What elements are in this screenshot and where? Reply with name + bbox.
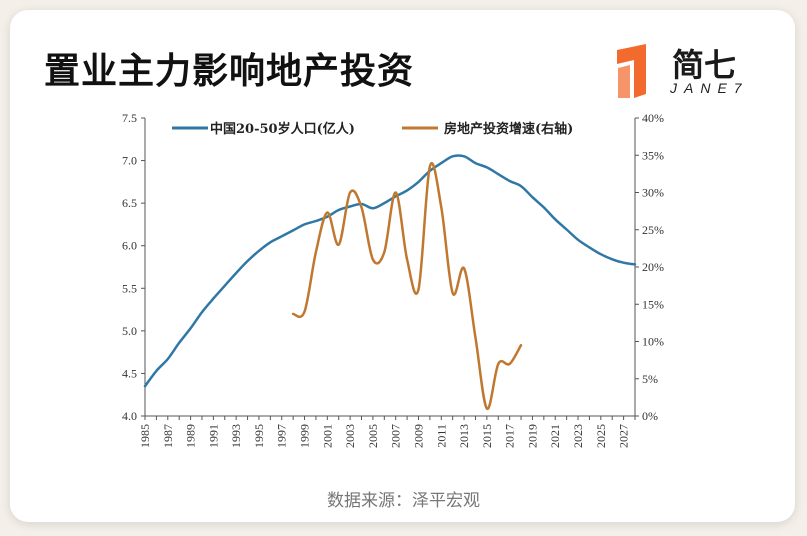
x-tick-label: 2001 <box>320 424 334 448</box>
y-right-tick-label: 15% <box>642 297 664 311</box>
y-left-tick-label: 5.5 <box>122 281 137 295</box>
x-tick-label: 1991 <box>206 424 220 448</box>
y-right-tick-label: 25% <box>642 223 664 237</box>
y-right-tick-label: 20% <box>642 260 664 274</box>
y-left-tick-label: 5.0 <box>122 324 137 338</box>
y-left-tick-label: 4.0 <box>122 409 137 423</box>
investment-series-line <box>293 163 521 409</box>
y-right-tick-label: 35% <box>642 148 664 162</box>
x-tick-label: 1987 <box>161 424 175 448</box>
x-tick-label: 1989 <box>184 424 198 448</box>
x-tick-label: 2011 <box>434 424 448 448</box>
y-left-tick-label: 7.5 <box>122 111 137 125</box>
y-left-tick-label: 4.5 <box>122 366 137 380</box>
population-series-line <box>145 155 635 386</box>
y-left-tick-label: 7.0 <box>122 154 137 168</box>
x-tick-label: 2023 <box>571 424 585 448</box>
chart-legend: 中国20-50岁人口(亿人) 房地产投资增速(右轴) <box>172 121 573 137</box>
chart-axes: 4.0 4.5 5.0 5.5 6.0 6.5 7.0 7.5 0% 5% 10% 15% 20% 25%… <box>122 111 664 448</box>
chart-series <box>145 155 635 408</box>
data-source-note: 数据来源：泽平宏观 <box>0 486 807 511</box>
x-tick-label: 1995 <box>252 424 266 448</box>
x-tick-label: 2019 <box>525 424 539 448</box>
x-tick-label: 2009 <box>411 424 425 448</box>
x-tick-label: 1999 <box>298 424 312 448</box>
x-tick-label: 2005 <box>366 424 380 448</box>
x-tick-label: 2025 <box>594 424 608 448</box>
x-tick-label: 2015 <box>480 424 494 448</box>
x-tick-label: 2021 <box>548 424 562 448</box>
y-right-tick-label: 10% <box>642 335 664 349</box>
x-tick-label: 2007 <box>389 424 403 448</box>
x-tick-label: 1997 <box>275 424 289 448</box>
y-left-tick-label: 6.0 <box>122 239 137 253</box>
legend-label-investment: 房地产投资增速(右轴) <box>444 121 573 137</box>
y-right-tick-label: 40% <box>642 111 664 125</box>
x-tick-label: 2003 <box>343 424 357 448</box>
x-tick-label: 2017 <box>503 424 517 448</box>
legend-label-population: 中国20-50岁人口(亿人) <box>210 121 355 137</box>
y-right-tick-label: 0% <box>642 409 658 423</box>
x-tick-label: 2027 <box>617 424 631 448</box>
y-right-tick-label: 5% <box>642 372 658 386</box>
x-tick-label: 1985 <box>138 424 152 448</box>
y-left-tick-label: 6.5 <box>122 196 137 210</box>
x-tick-label: 1993 <box>229 424 243 448</box>
x-tick-label: 2013 <box>457 424 471 448</box>
y-right-tick-label: 30% <box>642 186 664 200</box>
